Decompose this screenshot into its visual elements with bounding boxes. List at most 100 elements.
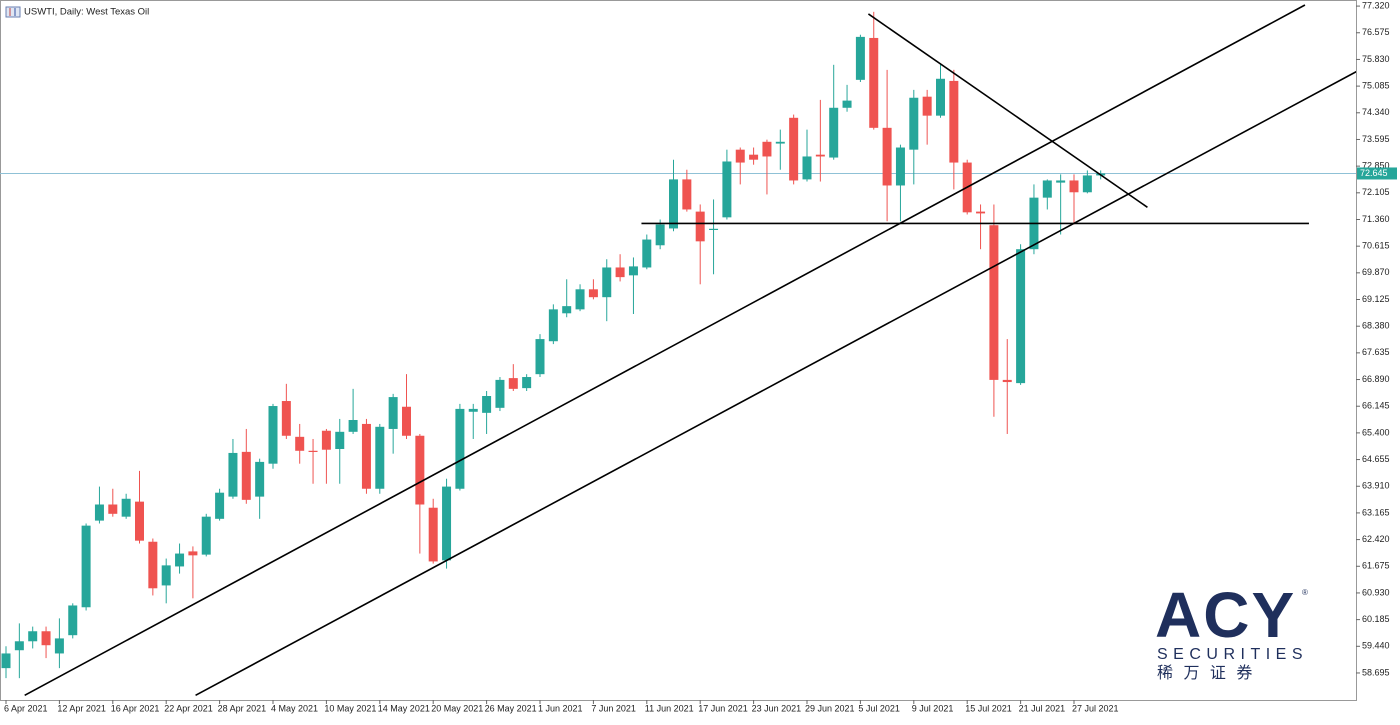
x-tick-label: 7 Jun 2021 bbox=[591, 703, 636, 713]
candle-body bbox=[802, 156, 812, 180]
candle-body bbox=[642, 239, 652, 268]
x-tick-label: 4 May 2021 bbox=[271, 703, 318, 713]
y-tick-label: 72.850 bbox=[1362, 161, 1390, 171]
y-tick-label: 60.185 bbox=[1362, 614, 1390, 624]
candle-body bbox=[415, 435, 425, 505]
y-tick-label: 72.105 bbox=[1362, 187, 1390, 197]
y-tick-label: 61.675 bbox=[1362, 561, 1390, 571]
x-tick-label: 27 Jul 2021 bbox=[1072, 703, 1119, 713]
x-tick-label: 12 Apr 2021 bbox=[57, 703, 106, 713]
candle-body bbox=[215, 492, 225, 519]
y-tick-label: 73.595 bbox=[1362, 134, 1390, 144]
candle-body bbox=[268, 406, 278, 464]
x-tick-label: 5 Jul 2021 bbox=[858, 703, 900, 713]
candle-body bbox=[54, 638, 64, 654]
registered-mark: ® bbox=[1302, 588, 1308, 597]
candle-body bbox=[41, 631, 51, 646]
candle-body bbox=[602, 267, 612, 298]
symbol-icon bbox=[5, 6, 21, 18]
candle-body bbox=[201, 516, 211, 555]
candle-body bbox=[909, 97, 919, 150]
candle-body bbox=[1082, 175, 1092, 193]
candle-body bbox=[308, 450, 318, 452]
x-tick-label: 11 Jun 2021 bbox=[645, 703, 694, 713]
candle-body bbox=[789, 117, 799, 181]
brand-line-cn: 稀 万 证 券 bbox=[1157, 664, 1255, 682]
current-price-label: 72.645 bbox=[1360, 168, 1388, 178]
y-tick-label: 68.380 bbox=[1362, 321, 1390, 331]
candle-body bbox=[695, 211, 705, 242]
y-tick-label: 66.145 bbox=[1362, 401, 1390, 411]
x-tick-label: 16 Apr 2021 bbox=[111, 703, 160, 713]
x-tick-label: 21 Jul 2021 bbox=[1019, 703, 1066, 713]
plot bbox=[0, 4, 1356, 697]
candle-body bbox=[1002, 379, 1012, 383]
candle-body bbox=[976, 211, 986, 214]
candle-body bbox=[188, 551, 198, 556]
candle-body bbox=[348, 420, 358, 432]
chart-title: USWTI, Daily: West Texas Oil bbox=[24, 7, 149, 18]
y-tick-label: 63.910 bbox=[1362, 481, 1390, 491]
trendline bbox=[867, 13, 1148, 208]
candle-body bbox=[855, 36, 865, 80]
candle-body bbox=[562, 306, 572, 314]
x-tick-label: 28 Apr 2021 bbox=[218, 703, 267, 713]
candle-body bbox=[135, 501, 144, 541]
candle-body bbox=[375, 426, 385, 489]
candle-body bbox=[882, 127, 892, 186]
y-tick-label: 65.400 bbox=[1362, 427, 1390, 437]
x-tick-label: 17 Jun 2021 bbox=[698, 703, 748, 713]
x-tick-label: 23 Jun 2021 bbox=[752, 703, 802, 713]
axes: 58.695 59.440 60.185 60.930 61.675 62.420 63.1… bbox=[4, 0, 1397, 713]
candle-body bbox=[588, 289, 598, 298]
brand-line: SECURITIES bbox=[1157, 646, 1308, 663]
candle-body bbox=[548, 309, 558, 342]
candle-body bbox=[922, 96, 932, 116]
watermark: ACY ® SECURITIES 稀 万 证 券 bbox=[1155, 579, 1308, 682]
candle-body bbox=[241, 451, 251, 500]
candle-body bbox=[709, 228, 719, 230]
candle-body bbox=[81, 525, 91, 608]
x-tick-label: 15 Jul 2021 bbox=[965, 703, 1012, 713]
y-tick-label: 77.320 bbox=[1362, 0, 1390, 10]
y-tick-label: 69.125 bbox=[1362, 294, 1390, 304]
y-tick-label: 71.360 bbox=[1362, 214, 1390, 224]
candle-body bbox=[1042, 180, 1052, 198]
y-tick-label: 62.420 bbox=[1362, 534, 1390, 544]
candle-body bbox=[522, 377, 532, 389]
candle-body bbox=[428, 507, 438, 562]
candle-body bbox=[682, 179, 692, 210]
candle-body bbox=[829, 107, 839, 158]
candle-body bbox=[468, 408, 478, 412]
candle-body bbox=[94, 504, 104, 521]
candle-body bbox=[281, 401, 291, 436]
candle-body bbox=[442, 486, 452, 561]
candle-body bbox=[108, 504, 118, 514]
candle-body bbox=[655, 224, 665, 246]
candle-body bbox=[1069, 180, 1079, 193]
candle-body bbox=[321, 430, 331, 450]
x-tick-label: 1 Jun 2021 bbox=[538, 703, 583, 713]
candle-body bbox=[1, 653, 11, 669]
candle-body bbox=[762, 141, 772, 157]
x-tick-label: 26 May 2021 bbox=[485, 703, 537, 713]
candle-body bbox=[255, 461, 265, 497]
candle-body bbox=[722, 161, 732, 218]
candle-body bbox=[14, 641, 24, 651]
y-tick-label: 69.870 bbox=[1362, 267, 1390, 277]
x-tick-label: 22 Apr 2021 bbox=[164, 703, 213, 713]
candle-body bbox=[749, 154, 759, 160]
candle-body bbox=[161, 565, 171, 586]
y-tick-label: 63.165 bbox=[1362, 507, 1390, 517]
x-tick-label: 9 Jul 2021 bbox=[912, 703, 954, 713]
candle-body bbox=[815, 154, 825, 157]
brand: ACY bbox=[1155, 579, 1296, 651]
trendline bbox=[195, 70, 1356, 697]
candle-body bbox=[68, 605, 78, 636]
candle-body bbox=[895, 147, 905, 186]
candle-body bbox=[949, 80, 959, 163]
x-tick-label: 29 Jun 2021 bbox=[805, 703, 855, 713]
y-tick-label: 64.655 bbox=[1362, 454, 1390, 464]
y-tick-label: 75.085 bbox=[1362, 80, 1390, 90]
